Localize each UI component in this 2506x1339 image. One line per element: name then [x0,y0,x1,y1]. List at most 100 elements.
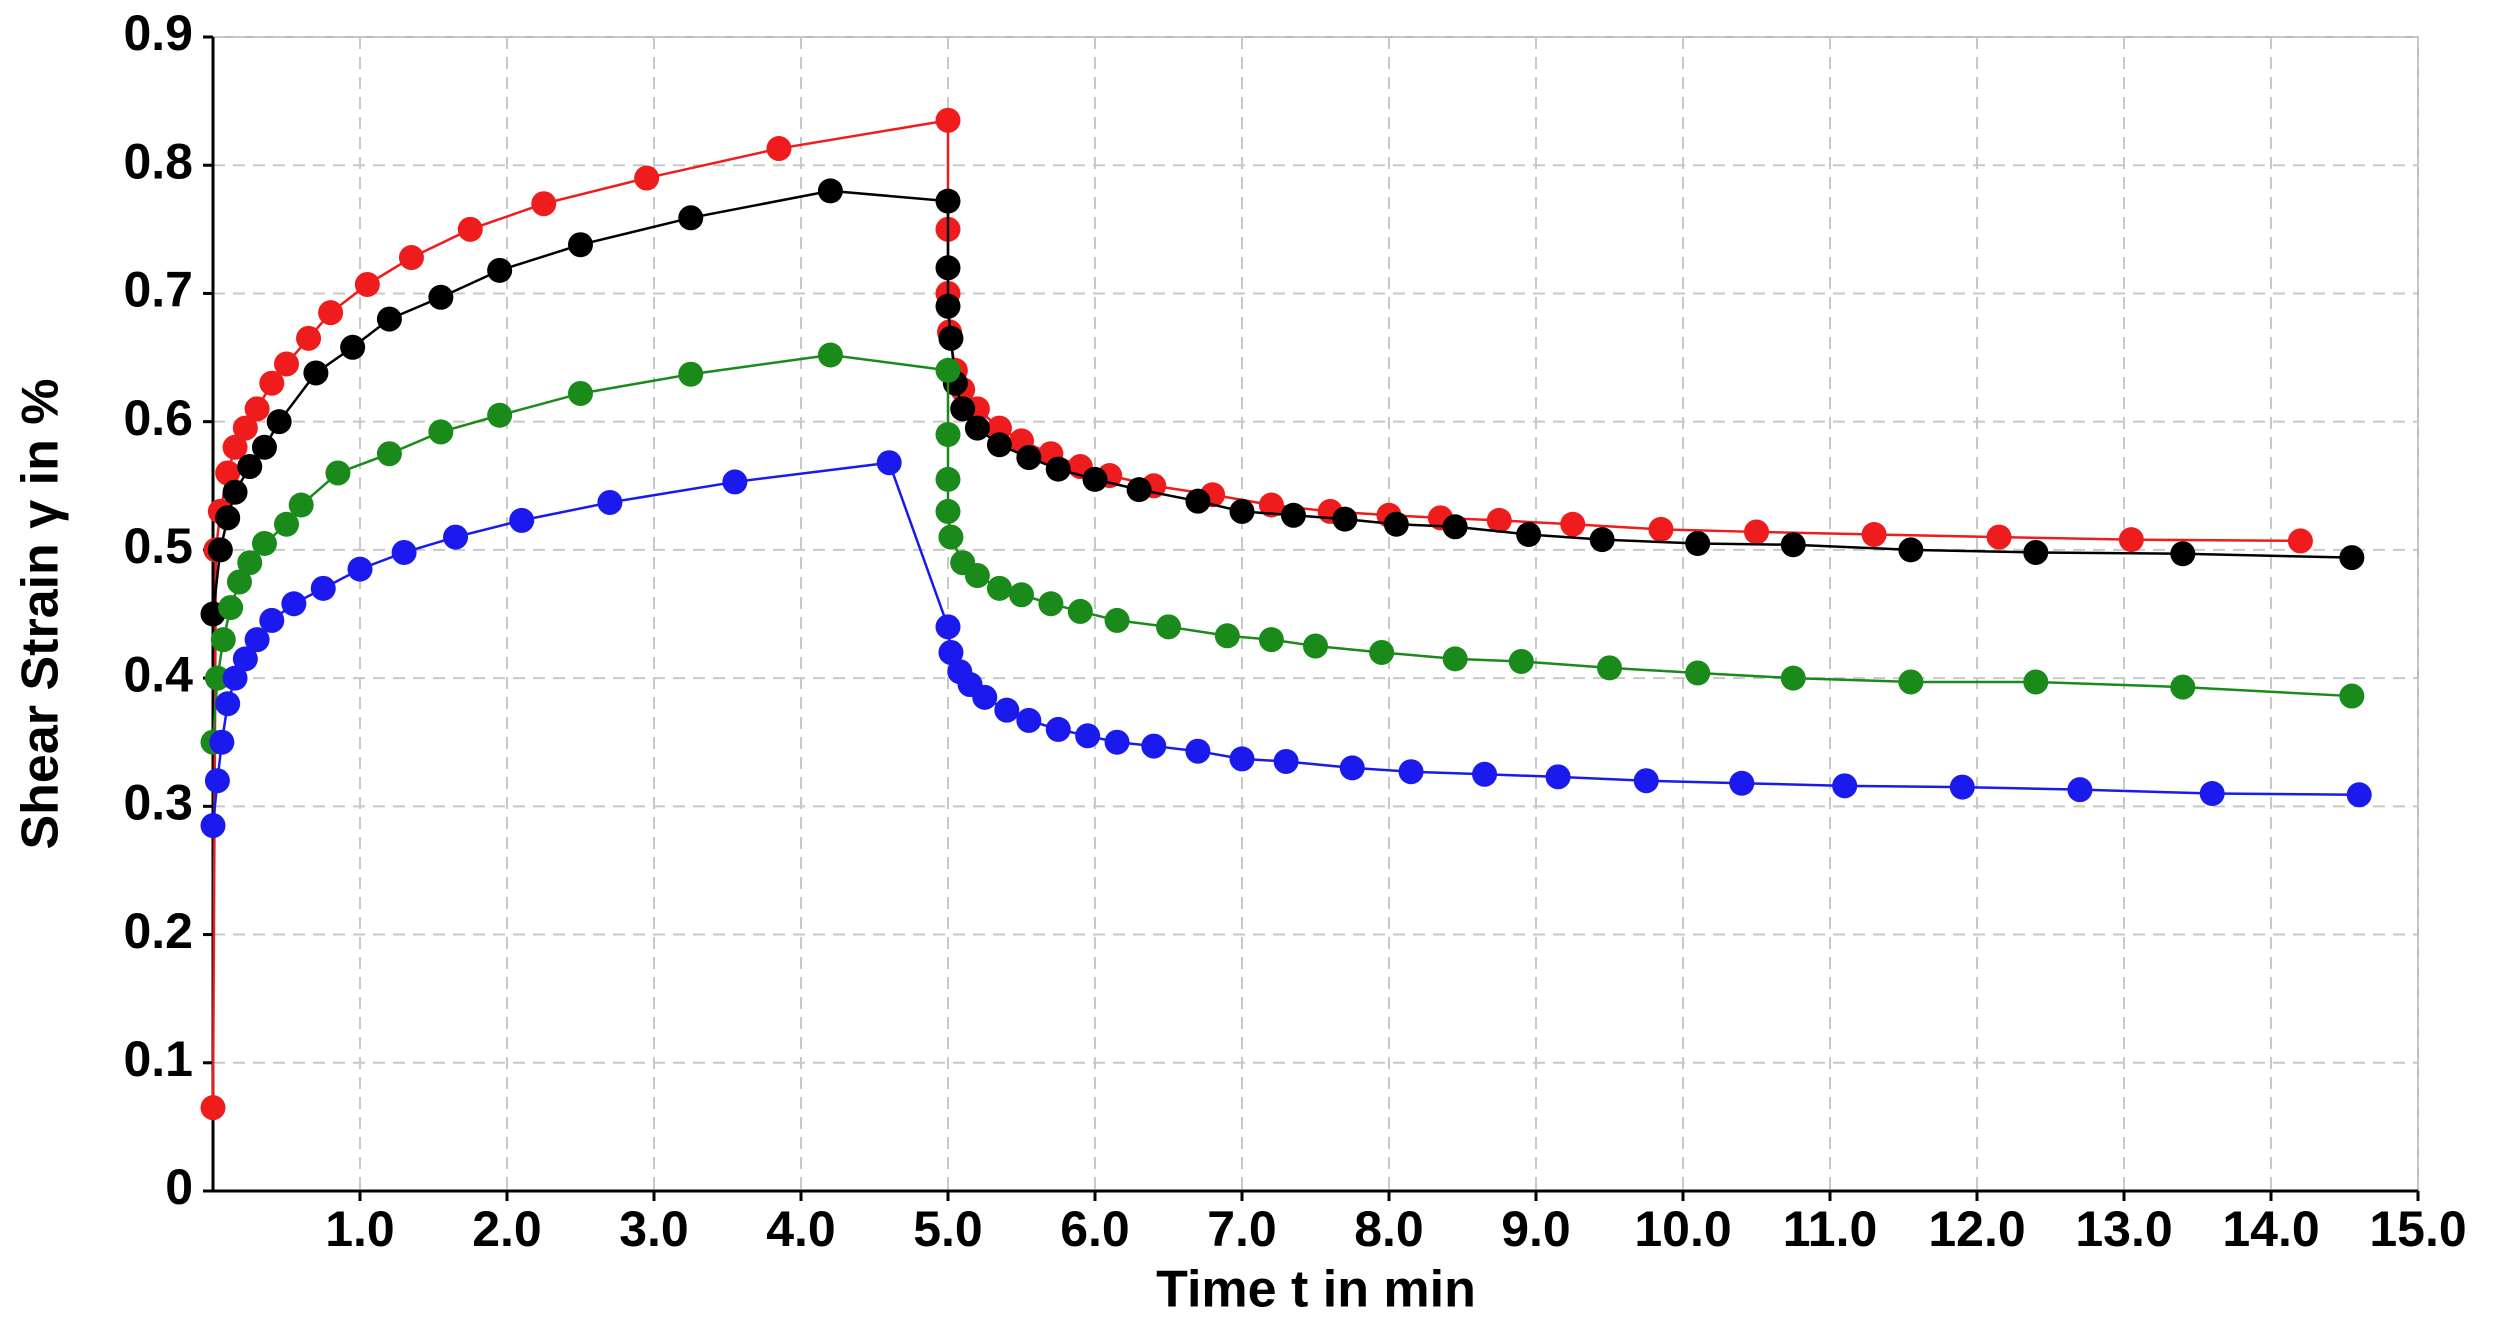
data-point [443,524,469,550]
data-point [1104,729,1130,755]
data-point [1898,669,1924,695]
data-point [935,107,961,133]
data-point [266,409,292,435]
data-point [209,729,235,755]
data-point [215,460,241,486]
data-point [354,271,380,297]
data-point [1067,598,1093,624]
data-point [1273,748,1299,774]
data-point [722,469,748,495]
x-tick-label: 6.0 [1060,1201,1130,1257]
data-point [204,665,230,691]
series-line [211,118,2301,1108]
data-point [994,697,1020,723]
data-point [1780,665,1806,691]
data-point [935,421,961,447]
data-point [1780,532,1806,558]
data-point [1486,507,1512,533]
data-point [487,402,513,428]
data-point [2339,683,2365,709]
data-point [1185,738,1211,764]
data-point [487,257,513,283]
data-point [251,434,277,460]
data-point [1016,707,1042,733]
y-tick-label: 0.1 [123,1031,193,1087]
data-point [972,684,998,710]
data-point [1229,746,1255,772]
y-tick-label: 0.4 [123,646,193,702]
data-point [210,627,236,653]
data-point [1104,607,1130,633]
data-point [2170,541,2196,567]
data-point [1339,755,1365,781]
data-point [935,188,961,214]
data-point [222,434,248,460]
x-axis-title: Time t in min [1156,1261,1476,1319]
data-point [1214,623,1240,649]
data-point [1185,488,1211,514]
data-point [986,432,1012,458]
data-point [2170,674,2196,700]
data-point [597,489,623,515]
data-point [222,665,248,691]
data-point [1744,519,1769,545]
x-tick-label: 10.0 [1634,1201,1731,1257]
y-tick-label: 0.2 [123,903,193,959]
data-point [200,813,226,839]
data-point [428,419,454,445]
x-tick-label: 1.0 [325,1201,395,1257]
data-point [1832,773,1858,799]
data-point [1442,646,1468,672]
y-tick-label: 0.5 [123,518,193,574]
y-tick-label: 0 [165,1159,193,1215]
data-point [2023,669,2049,695]
data-point [1633,768,1659,794]
data-point [428,284,454,310]
data-point [678,361,704,387]
data-point [531,191,557,217]
data-point [274,351,299,377]
data-point [226,569,252,595]
data-point [1075,723,1101,749]
x-tick-label: 4.0 [766,1201,836,1257]
data-point [1545,764,1571,790]
data-point [237,550,263,576]
data-point [1082,466,1108,492]
data-point [232,646,258,672]
data-point [509,507,535,533]
data-point [218,595,244,621]
y-tick-label: 0.7 [123,262,193,318]
data-point [274,511,299,537]
data-point [1685,660,1711,686]
data-point [1383,511,1409,537]
data-point [1442,514,1468,540]
data-point [1560,511,1586,537]
y-axis-title: Shear Strain γ in % [12,378,70,849]
data-point [398,245,424,271]
data-point [1516,522,1542,548]
data-point [232,415,258,441]
x-tick-label: 2.0 [472,1201,542,1257]
data-point [678,205,704,231]
data-point [2199,781,2225,807]
data-point [325,460,351,486]
data-point [1229,498,1255,524]
data-point [376,306,402,332]
data-point [1949,774,1975,800]
data-point [259,370,285,396]
data-point [215,691,241,717]
data-point [2287,528,2313,554]
data-point [200,1095,226,1121]
data-point [935,357,961,383]
data-point [303,360,329,386]
data-point [876,450,902,476]
data-point [1303,633,1328,659]
data-point [391,539,417,565]
data-point [1648,516,1674,542]
data-point [340,334,366,360]
data-point [1258,492,1284,518]
data-point [251,530,277,556]
x-tick-label: 5.0 [913,1201,983,1257]
data-point [318,300,344,326]
